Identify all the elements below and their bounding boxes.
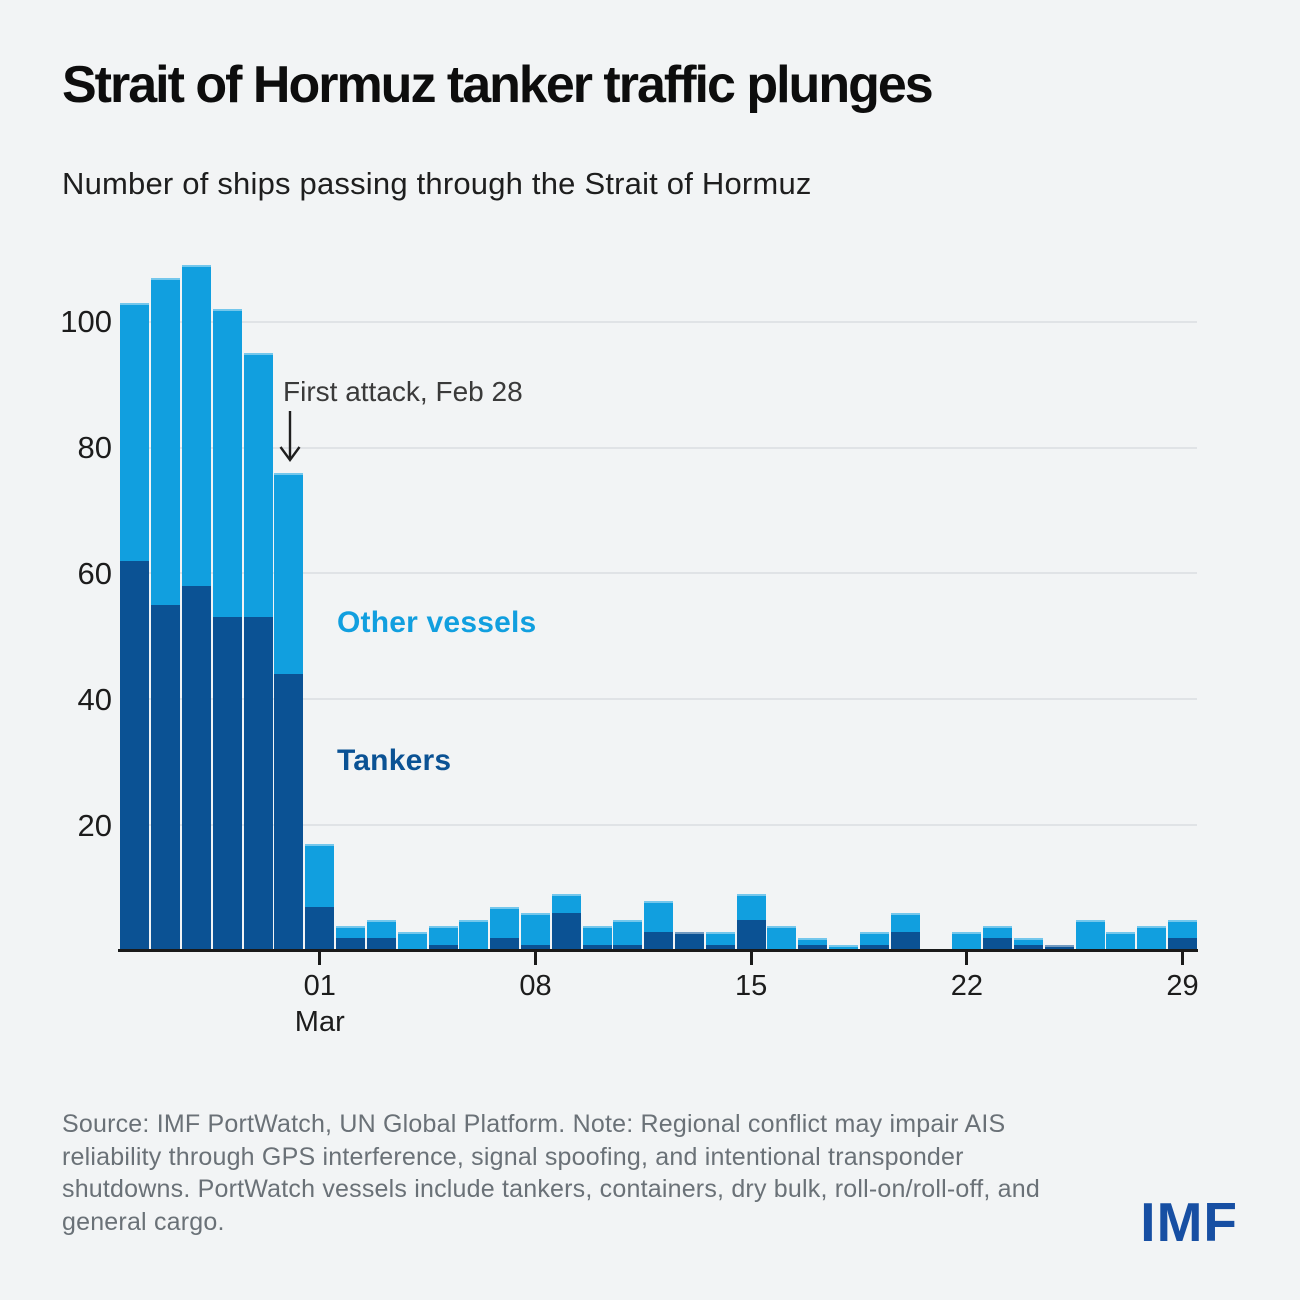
x-tick: [318, 952, 322, 965]
gridline: [120, 698, 1197, 701]
bar-segment-tankers: [490, 938, 520, 951]
bar-segment-tankers: [428, 944, 458, 951]
bar-segment-tankers: [798, 944, 828, 951]
bar-segment-tankers: [1014, 944, 1043, 951]
bar-segment-other: [274, 472, 304, 675]
bar-segment-tankers: [305, 906, 335, 951]
x-tick-label: 01: [303, 970, 336, 1002]
bar-segment-other: [767, 925, 797, 951]
x-axis-line: [118, 949, 1198, 952]
gridline: [120, 572, 1197, 575]
bar-segment-tankers: [120, 560, 150, 951]
legend-other-vessels: Other vessels: [337, 606, 537, 639]
bar-segment-tankers: [736, 919, 766, 951]
x-tick: [1181, 952, 1185, 965]
bar-segment-other: [829, 944, 859, 951]
gridline: [120, 824, 1197, 827]
x-tick: [533, 952, 537, 965]
source-note-line: shutdowns. PortWatch vessels include tan…: [62, 1175, 1040, 1203]
bar-segment-other: [1137, 925, 1167, 951]
bar-segment-other: [305, 844, 335, 907]
bar-segment-other: [1106, 932, 1136, 951]
imf-logo: IMF: [1140, 1191, 1238, 1253]
bar-segment-tankers: [212, 617, 242, 951]
annotation-arrow-icon: [279, 411, 301, 463]
bar-segment-other: [1014, 938, 1043, 945]
bar-segment-other: [428, 925, 458, 945]
bar-segment-other: [490, 906, 520, 939]
source-note-line: reliability through GPS interference, si…: [62, 1142, 964, 1171]
bar-segment-other: [890, 913, 920, 933]
bar-segment-other: [397, 932, 427, 951]
bar-segment-other: [212, 309, 242, 618]
x-tick: [749, 952, 753, 965]
x-tick: [965, 952, 969, 965]
bar-segment-other: [644, 900, 674, 933]
bar-segment-other: [983, 925, 1013, 939]
bar-segment-tankers: [1168, 938, 1198, 951]
y-axis-label: 20: [77, 807, 112, 843]
x-tick-label: 29: [1166, 970, 1199, 1002]
bar-segment-other: [952, 932, 982, 951]
bar-segment-other: [336, 925, 366, 939]
bar-segment-tankers: [366, 938, 396, 951]
bar-segment-other: [151, 277, 181, 605]
bar-segment-tankers: [705, 944, 735, 951]
bar-segment-other: [613, 919, 643, 945]
month-label: Mar: [294, 1006, 345, 1038]
y-axis-label: 100: [60, 304, 112, 340]
bar-segment-tankers: [243, 617, 273, 951]
bar-segment-tankers: [551, 913, 581, 951]
bar-segment-other: [182, 265, 212, 586]
bar-segment-tankers: [274, 674, 304, 951]
bar-segment-other: [705, 932, 735, 945]
bar-segment-other: [798, 938, 828, 945]
bar-segment-other: [551, 894, 581, 914]
bar-segment-tankers: [644, 932, 674, 951]
bar-segment-tankers: [336, 938, 366, 951]
y-axis-label: 80: [77, 430, 112, 466]
plot-area: 20 40 60 80 100 01 Mar 08 15 22 29: [60, 265, 1199, 1038]
y-axis-label: 40: [77, 681, 112, 717]
x-tick-label: 22: [950, 970, 983, 1002]
bar-segment-tankers: [151, 604, 181, 951]
bar-segment-tankers: [859, 944, 889, 951]
bar-segment-tankers: [890, 932, 920, 951]
bar-segment-tankers: [983, 938, 1013, 951]
legend-tankers: Tankers: [337, 744, 452, 777]
bar-segment-other: [520, 913, 550, 945]
gridline: [120, 446, 1197, 449]
bar-segment-other: [459, 919, 489, 951]
bar-segment-tankers: [1044, 944, 1074, 951]
source-note-line: Source: IMF PortWatch, UN Global Platfor…: [62, 1110, 1006, 1138]
source-note-line: general cargo.: [62, 1207, 225, 1236]
chart-title: Strait of Hormuz tanker traffic plunges: [62, 56, 934, 114]
annotation-text: First attack, Feb 28: [283, 376, 523, 407]
bar-segment-tankers: [520, 944, 550, 951]
bar-segment-tankers: [613, 944, 643, 951]
y-axis-label: 60: [77, 555, 112, 591]
chart-subtitle: Number of ships passing through the Stra…: [62, 166, 812, 201]
bar-segment-other: [120, 302, 150, 561]
bar-segment-tankers: [582, 944, 612, 951]
bar-segment-tankers: [675, 932, 705, 951]
gridline: [120, 320, 1197, 323]
bar-segment-other: [1168, 919, 1198, 939]
x-tick-label: 08: [519, 970, 552, 1002]
bar-segment-other: [582, 925, 612, 945]
bar-segment-other: [859, 932, 889, 945]
bar-segment-other: [736, 894, 766, 920]
bar-segment-tankers: [182, 586, 212, 951]
bar-segment-other: [366, 919, 396, 939]
source-note: Source: IMF PortWatch, UN Global Platfor…: [62, 1108, 1182, 1238]
bar-segment-other: [243, 353, 273, 618]
bar-segment-other: [1075, 919, 1105, 951]
x-tick-label: 15: [735, 970, 768, 1002]
